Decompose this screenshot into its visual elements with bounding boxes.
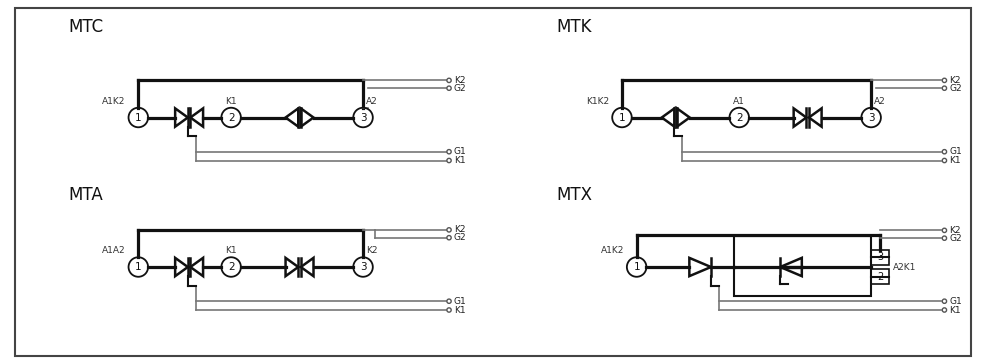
Text: G2: G2 [454, 84, 466, 93]
Text: K2: K2 [454, 225, 465, 234]
Bar [872, 269, 888, 284]
Text: K2: K2 [366, 246, 378, 255]
Text: G2: G2 [950, 84, 962, 93]
Text: G1: G1 [454, 297, 466, 306]
Text: K2: K2 [950, 76, 960, 85]
Text: 2: 2 [228, 112, 235, 123]
Text: A1K2: A1K2 [600, 246, 624, 255]
Text: 3: 3 [868, 112, 875, 123]
Text: 3: 3 [877, 252, 883, 262]
Text: K1: K1 [950, 156, 961, 165]
Text: A1K2: A1K2 [103, 97, 125, 106]
Text: K1: K1 [226, 246, 237, 255]
Text: K1K2: K1K2 [586, 97, 609, 106]
Text: G2: G2 [454, 233, 466, 242]
Text: 2: 2 [228, 262, 235, 272]
Text: 1: 1 [633, 262, 640, 272]
Text: A2: A2 [874, 97, 885, 106]
Text: G1: G1 [454, 147, 466, 156]
Text: 1: 1 [135, 262, 142, 272]
Text: 1: 1 [618, 112, 625, 123]
Text: K2: K2 [454, 76, 465, 85]
Text: K1: K1 [226, 97, 237, 106]
Text: K1: K1 [454, 305, 465, 314]
Bar [872, 250, 888, 265]
Text: MTC: MTC [68, 18, 104, 36]
Text: 3: 3 [360, 262, 367, 272]
Text: 2: 2 [736, 112, 742, 123]
Bar [735, 236, 872, 296]
Text: G2: G2 [950, 234, 962, 243]
Text: MTA: MTA [68, 186, 103, 204]
Text: 3: 3 [360, 112, 367, 123]
Text: G1: G1 [950, 147, 962, 156]
Text: 1: 1 [135, 112, 142, 123]
Text: MTK: MTK [556, 18, 592, 36]
Text: MTX: MTX [556, 186, 593, 204]
Text: A1: A1 [734, 97, 745, 106]
Text: K1: K1 [454, 156, 465, 165]
Text: A1A2: A1A2 [102, 246, 125, 255]
Text: 2: 2 [877, 272, 883, 282]
Text: A2: A2 [366, 97, 378, 106]
Text: K2: K2 [950, 226, 960, 235]
Text: K1: K1 [950, 305, 961, 314]
Text: A2K1: A2K1 [892, 262, 916, 272]
Text: G1: G1 [950, 297, 962, 306]
